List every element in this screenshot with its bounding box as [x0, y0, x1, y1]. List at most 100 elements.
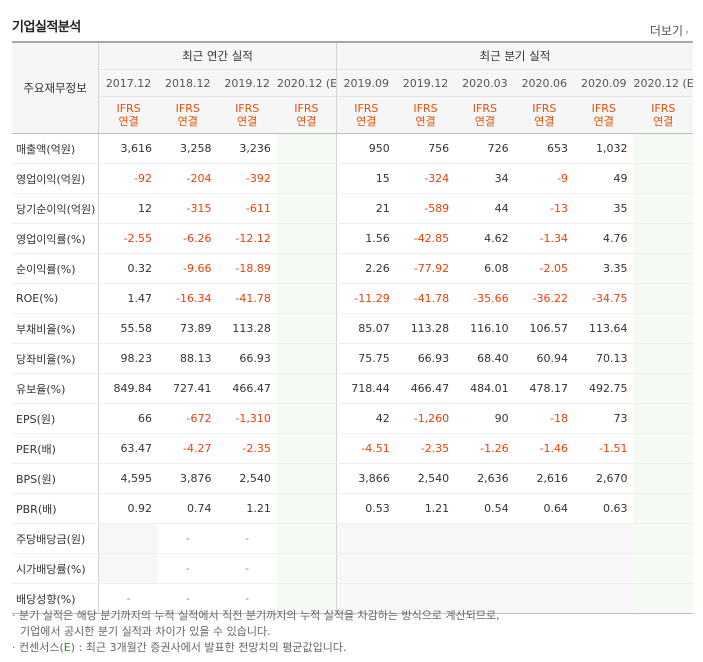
table-row: 영업이익(억원) -92 -204 -392 15 -324 34 -9 49 [12, 163, 693, 194]
table-cell: -2.35 [217, 433, 277, 464]
table-cell: 90 [455, 403, 515, 434]
row-label: 유보율(%) [12, 373, 99, 404]
footnote-2-e: E [63, 641, 71, 654]
table-cell: - [158, 553, 218, 584]
table-cell: -4.27 [158, 433, 218, 464]
table-cell: 3,866 [335, 463, 396, 494]
table-row: 당좌비율(%) 98.23 88.13 66.93 75.75 66.93 68.40 60.… [12, 343, 693, 374]
table-cell: 0.53 [335, 493, 396, 524]
table-cell: -4.51 [335, 433, 396, 464]
table-cell: 3,616 [98, 133, 159, 164]
basis-header: IFRS 연결 [276, 96, 337, 134]
table-cell: - [217, 553, 277, 584]
table-cell: 35 [574, 193, 634, 224]
basis-consolidated: 연결 [296, 115, 317, 128]
table-cell: 113.64 [574, 313, 634, 344]
table-cell [633, 523, 693, 554]
basis-consolidated: 연결 [118, 115, 139, 128]
table-cell [574, 523, 634, 554]
table-cell [455, 553, 515, 584]
row-label: 배당성향(%) [12, 583, 99, 614]
table-cell [276, 553, 337, 584]
section-title: 기업실적분석 [12, 20, 81, 35]
table-row: 당기순이익(억원) 12 -315 -611 21 -589 44 -13 35 [12, 193, 693, 224]
table-cell: 3,876 [158, 463, 218, 494]
basis-consolidated: 연결 [415, 115, 436, 128]
table-cell: -35.66 [455, 283, 515, 314]
table-row: 순이익률(%) 0.32 -9.66 -18.89 2.26 -77.92 6.08 -2.0… [12, 253, 693, 284]
table-cell: 73.89 [158, 313, 218, 344]
table-cell: 756 [395, 133, 456, 164]
basis-header: IFRS 연결 [98, 96, 159, 134]
row-label: ROE(%) [12, 283, 99, 314]
table-cell [276, 583, 337, 614]
table-cell: 98.23 [98, 343, 159, 374]
table-cell [276, 433, 337, 464]
basis-header: IFRS 연결 [395, 96, 456, 134]
table-cell [276, 523, 337, 554]
table-cell: 727.41 [158, 373, 218, 404]
table-cell: -42.85 [395, 223, 456, 254]
table-cell: 4.62 [455, 223, 515, 254]
table-row: PBR(배) 0.92 0.74 1.21 0.53 1.21 0.54 0.64 0.63 [12, 493, 693, 524]
table-cell: 73 [574, 403, 634, 434]
basis-header: IFRS 연결 [217, 96, 277, 134]
table-cell: 2,670 [574, 463, 634, 494]
row-label: 영업이익(억원) [12, 163, 99, 194]
table-cell: -34.75 [574, 283, 634, 314]
table-cell: 0.74 [158, 493, 218, 524]
table-row: PER(배) 63.47 -4.27 -2.35 -4.51 -2.35 -1.26 -1.4… [12, 433, 693, 464]
table-cell: -18.89 [217, 253, 277, 284]
table-cell: 492.75 [574, 373, 634, 404]
period-header: 2020.12 (E) [633, 69, 693, 97]
table-cell: 113.28 [395, 313, 456, 344]
basis-ifrs: IFRS [591, 102, 616, 115]
table-cell: 0.54 [455, 493, 515, 524]
table-cell: 0.32 [98, 253, 159, 284]
more-label: 더보기 [649, 24, 683, 38]
table-row: 시가배당률(%) - - [12, 553, 693, 584]
table-cell: 478.17 [514, 373, 575, 404]
table-cell: -589 [395, 193, 456, 224]
more-link[interactable]: 더보기 › [650, 22, 689, 39]
row-label: 시가배당률(%) [12, 553, 99, 584]
table-row: 유보율(%) 849.84 727.41 466.47 718.44 466.47 484.… [12, 373, 693, 404]
row-label: PER(배) [12, 433, 99, 464]
table-cell [633, 193, 693, 224]
table-cell [514, 553, 575, 584]
table-cell: 55.58 [98, 313, 159, 344]
table-cell [633, 343, 693, 374]
period-header: 2018.12 [158, 69, 218, 97]
table-cell [455, 523, 515, 554]
table-cell [633, 283, 693, 314]
row-label: BPS(원) [12, 463, 99, 494]
basis-ifrs: IFRS [354, 102, 379, 115]
table-cell: 4.76 [574, 223, 634, 254]
table-cell [514, 583, 575, 614]
table-cell [574, 583, 634, 614]
table-cell: -611 [217, 193, 277, 224]
chevron-right-icon: › [685, 27, 689, 38]
table-cell: -392 [217, 163, 277, 194]
table-cell: 1.47 [98, 283, 159, 314]
row-label: 영업이익률(%) [12, 223, 99, 254]
table-cell [98, 523, 159, 554]
table-cell: -204 [158, 163, 218, 194]
table-cell [633, 553, 693, 584]
table-cell: 75.75 [335, 343, 396, 374]
table-cell: -6.26 [158, 223, 218, 254]
table-cell [276, 193, 337, 224]
table-cell: 4,595 [98, 463, 159, 494]
row-label: PBR(배) [12, 493, 99, 524]
table-cell [276, 313, 337, 344]
table-row: 영업이익률(%) -2.55 -6.26 -12.12 1.56 -42.85 4.62 -1… [12, 223, 693, 254]
table-cell: 63.47 [98, 433, 159, 464]
table-cell [633, 223, 693, 254]
table-cell [633, 583, 693, 614]
table-cell: -36.22 [514, 283, 575, 314]
table-cell [276, 463, 337, 494]
table-cell: -324 [395, 163, 456, 194]
period-header: 2019.12 [217, 69, 277, 97]
table-cell: 2,616 [514, 463, 575, 494]
basis-ifrs: IFRS [651, 102, 676, 115]
